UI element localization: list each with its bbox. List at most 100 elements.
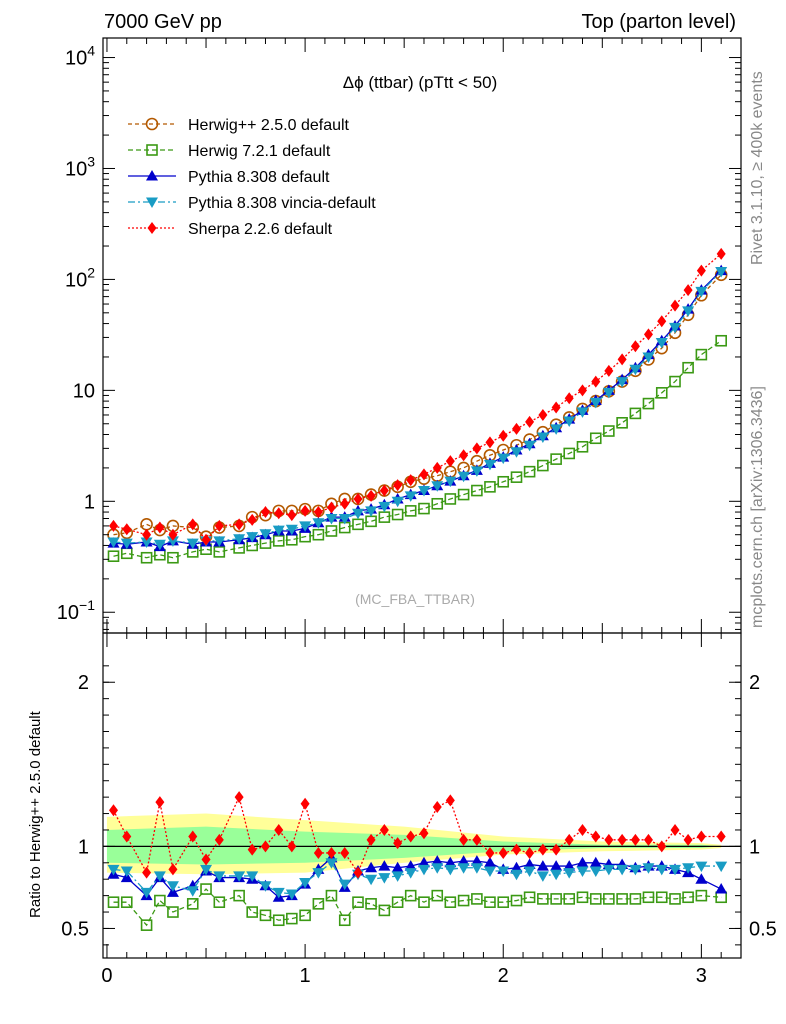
ratio-data-point <box>550 860 563 871</box>
ratio-data-point <box>326 846 336 859</box>
main-series-group <box>107 334 727 564</box>
main-data-point <box>259 529 272 540</box>
ratio-data-point <box>431 863 444 874</box>
ratio-data-point <box>287 840 297 853</box>
ratio-data-point <box>457 863 470 874</box>
y-tick-label: 103 <box>65 153 95 180</box>
ratio-data-point <box>444 864 457 876</box>
ratio-series-group <box>107 858 728 900</box>
ratio-data-point <box>122 830 132 843</box>
ratio-data-point <box>629 864 642 876</box>
main-data-point <box>523 465 536 478</box>
ratio-data-point <box>550 869 563 881</box>
main-data-point <box>379 484 389 497</box>
ratio-data-point <box>168 863 178 876</box>
main-data-point <box>695 348 708 361</box>
main-plot-series <box>107 247 728 564</box>
ratio-data-point <box>352 896 364 908</box>
ratio-data-point <box>617 833 627 846</box>
main-data-point <box>142 528 152 541</box>
legend-label: Herwig 7.2.1 default <box>188 143 331 160</box>
ratio-data-point <box>366 833 376 846</box>
x-tick-label: 0 <box>101 965 112 987</box>
ratio-data-point <box>669 893 681 905</box>
ratio-data-point <box>498 846 508 859</box>
header-right: Top (parton level) <box>581 11 736 33</box>
ratio-data-point <box>523 858 536 869</box>
legend-label: Pythia 8.308 default <box>188 169 330 186</box>
main-data-point <box>445 455 455 468</box>
main-data-point <box>683 284 693 297</box>
ratio-data-point <box>657 840 667 853</box>
ratio-ylabel: Ratio to Herwig++ 2.5.0 default <box>27 710 44 918</box>
ratio-data-point <box>246 906 258 918</box>
ratio-data-point <box>444 896 457 908</box>
ratio-data-point <box>391 896 404 908</box>
main-series-group <box>107 268 728 543</box>
ratio-data-point <box>616 864 629 876</box>
ratio-y-tick-label-right: 1 <box>749 836 760 858</box>
ratio-data-point <box>431 855 444 866</box>
ratio-data-point <box>576 891 589 904</box>
main-data-point <box>188 518 198 531</box>
main-data-point <box>670 299 680 312</box>
ratio-data-point <box>510 869 523 881</box>
main-data-point <box>577 384 587 397</box>
main-data-point <box>537 459 549 472</box>
main-data-point <box>378 511 391 523</box>
ratio-data-point <box>538 843 548 856</box>
ratio-data-point <box>312 898 325 910</box>
main-data-point <box>510 471 523 483</box>
ratio-data-point <box>378 860 391 871</box>
ratio-data-point <box>655 891 668 904</box>
ratio-y-tick-label: 0.5 <box>61 918 89 940</box>
ratio-data-point <box>213 896 226 908</box>
main-data-point <box>715 266 728 278</box>
main-data-point <box>246 532 259 543</box>
main-data-point <box>616 417 628 429</box>
ratio-data-point <box>299 909 311 922</box>
x-tick-label: 1 <box>300 965 311 987</box>
plot-title: Δϕ (ttbar) (pTtt < 50) <box>343 73 498 92</box>
ratio-data-point <box>272 887 285 899</box>
main-data-point <box>716 247 726 260</box>
main-data-point <box>563 447 576 460</box>
legend-label: Herwig++ 2.5.0 default <box>188 117 350 134</box>
main-data-point <box>122 523 132 536</box>
main-data-point <box>431 497 444 510</box>
main-data-point <box>140 518 153 531</box>
ratio-data-point <box>419 827 429 840</box>
ratio-data-point <box>716 830 726 843</box>
ratio-data-point <box>603 893 615 905</box>
main-data-point <box>325 525 338 537</box>
main-data-point <box>352 518 364 531</box>
main-data-point <box>457 471 470 483</box>
main-data-point <box>538 408 548 421</box>
main-data-point <box>497 475 510 488</box>
main-data-point <box>274 507 284 520</box>
legend-marker <box>146 197 158 208</box>
ratio-data-point <box>325 889 338 902</box>
ratio-data-point <box>536 871 549 882</box>
main-data-point <box>655 387 668 399</box>
main-data-point <box>536 432 549 443</box>
main-data-point <box>591 375 601 388</box>
ratio-data-point <box>378 873 391 884</box>
main-data-point <box>669 322 682 334</box>
main-data-point <box>551 401 561 414</box>
ratio-data-point <box>259 909 272 922</box>
ratio-data-point <box>616 893 628 905</box>
ratio-plot-series <box>107 791 728 931</box>
main-data-point <box>695 286 708 298</box>
ratio-data-point <box>247 843 257 856</box>
ratio-data-point <box>537 893 549 905</box>
ratio-data-point <box>576 856 589 868</box>
ratio-data-point <box>591 830 601 843</box>
ratio-y-tick-label-right: 0.5 <box>749 918 777 940</box>
main-data-point <box>365 515 377 528</box>
main-data-point <box>312 518 325 529</box>
main-data-point <box>655 338 668 349</box>
ratio-data-point <box>417 864 430 876</box>
ratio-data-point <box>630 833 640 846</box>
